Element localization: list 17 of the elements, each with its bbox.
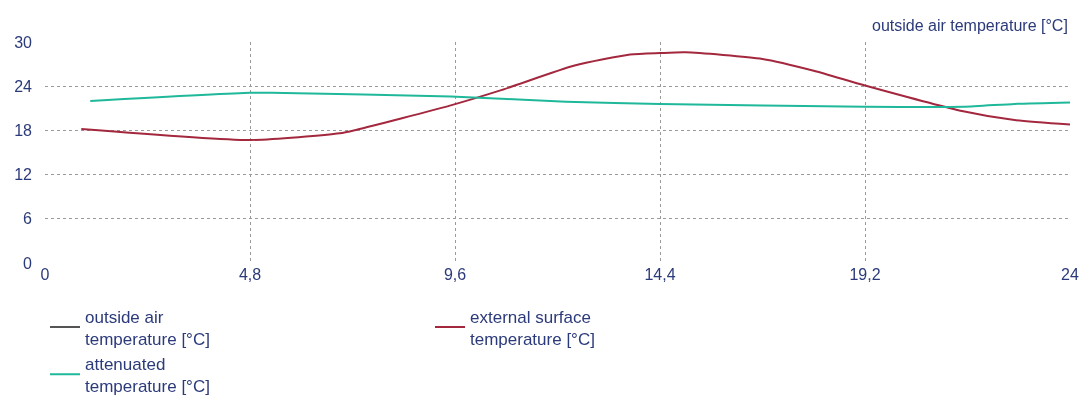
y-tick-label: 12 — [14, 166, 33, 184]
x-tick-label: 9,6 — [443, 266, 467, 283]
x-tick-label: 4,8 — [238, 266, 262, 283]
y-tick-label: 6 — [23, 210, 33, 228]
y-tick-label: 30 — [14, 33, 33, 51]
legend-label: external surface temperature [°C] — [470, 307, 595, 349]
x-tick-label: 0 — [40, 266, 50, 283]
y-tick-label: 24 — [14, 77, 33, 95]
y-axis-title: outside air temperature [°C] — [872, 17, 1068, 34]
line-series — [80, 51, 1070, 141]
y-tick-label: 18 — [14, 122, 33, 139]
line-series — [89, 91, 1070, 109]
x-tick-label: 24 — [1061, 266, 1079, 283]
legend-label: attenuated temperature [°C] — [85, 354, 210, 396]
x-tick-label: 14,4 — [644, 266, 676, 283]
y-tick-label: 0 — [23, 254, 33, 272]
x-tick-label: 19,2 — [849, 266, 881, 283]
